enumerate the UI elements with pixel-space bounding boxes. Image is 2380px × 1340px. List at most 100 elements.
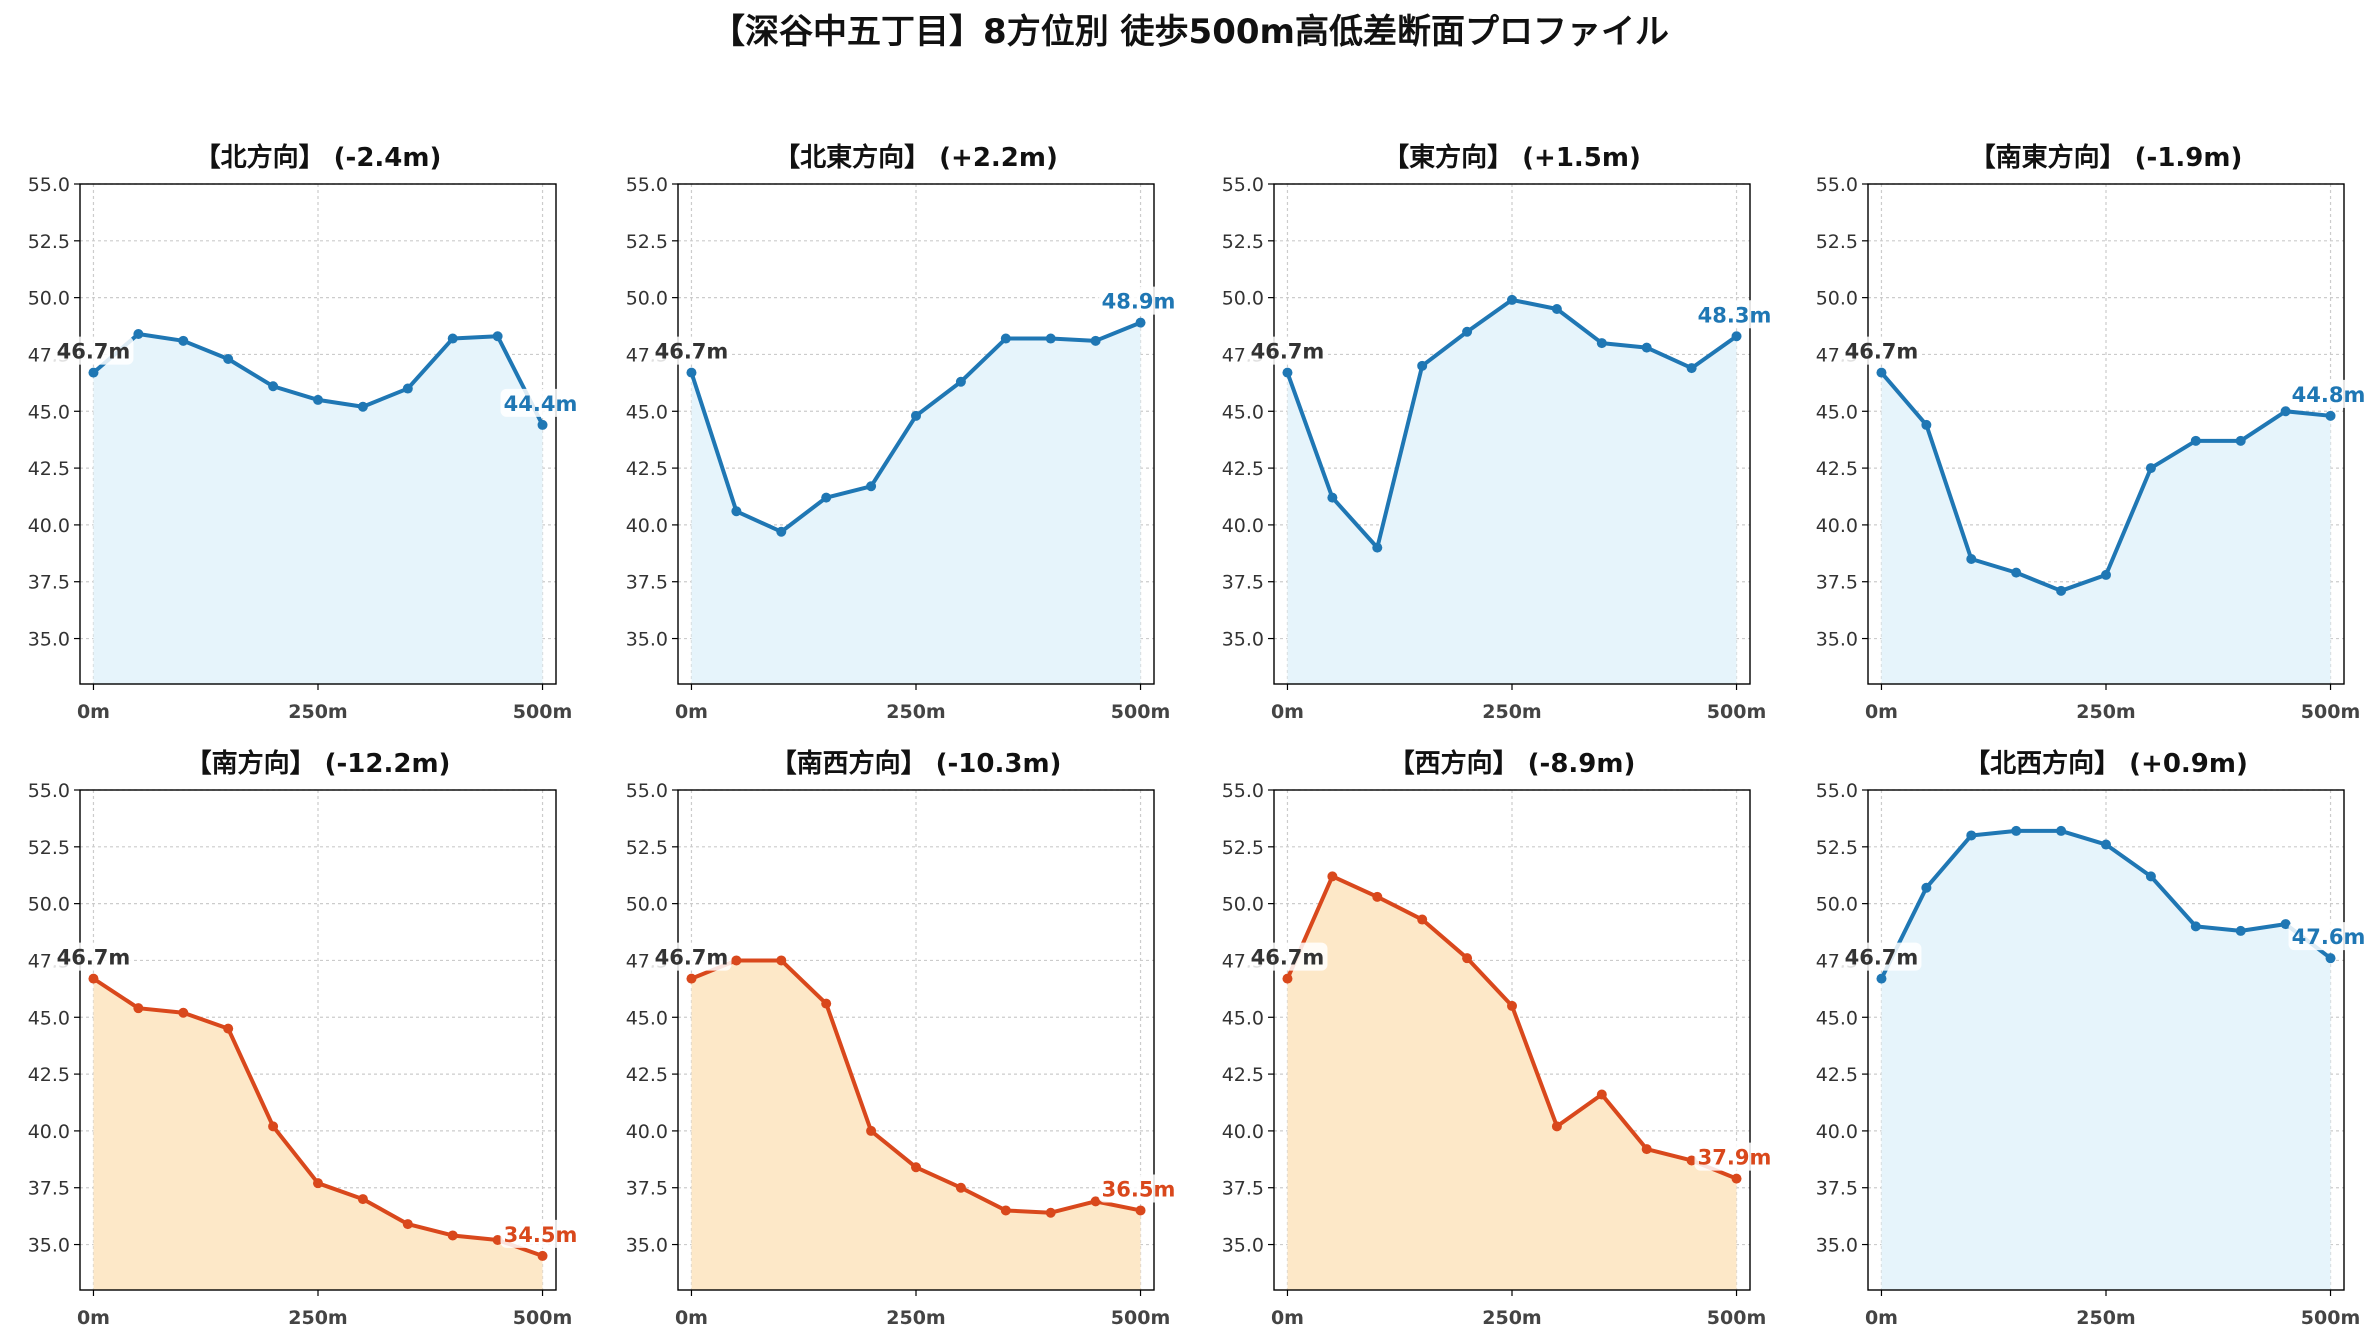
y-tick-label: 40.0 [1222, 1121, 1264, 1143]
data-point [2011, 567, 2022, 578]
data-point [821, 998, 832, 1009]
end-elevation-label: 48.3m [1698, 303, 1772, 327]
y-tick-label: 55.0 [1222, 780, 1264, 802]
start-elevation-label: 46.7m [655, 340, 729, 364]
x-tick-label: 0m [77, 701, 110, 723]
data-point [313, 1178, 323, 1189]
y-tick-label: 35.0 [1816, 1235, 1858, 1257]
data-point [866, 1125, 877, 1136]
data-point [776, 526, 787, 537]
y-tick-label: 55.0 [1222, 174, 1264, 196]
data-point [1462, 326, 1473, 337]
data-point [1921, 419, 1932, 430]
profile-panel: 【北東方向】 (+2.2m)35.037.540.042.545.047.550… [626, 142, 1179, 723]
y-tick-label: 40.0 [28, 515, 70, 537]
start-elevation-label: 46.7m [1845, 340, 1919, 364]
start-label-box [53, 942, 134, 971]
y-tick-label: 37.5 [1222, 572, 1264, 594]
y-tick-label: 50.0 [626, 288, 668, 310]
axes-frame [1273, 183, 1751, 685]
y-tick-label: 52.5 [626, 231, 668, 253]
profile-panel: 【東方向】 (+1.5m)35.037.540.042.545.047.550.… [1222, 142, 1775, 723]
data-point [178, 1007, 189, 1018]
data-point [1686, 363, 1697, 374]
data-point [537, 419, 548, 430]
data-point [2325, 953, 2336, 964]
x-tick-label: 0m [1865, 1307, 1898, 1329]
x-tick-label: 0m [675, 1307, 708, 1329]
data-point [447, 1230, 458, 1241]
y-tick-label: 55.0 [626, 174, 668, 196]
y-tick-label: 42.5 [1816, 1064, 1858, 1086]
x-tick-label: 250m [288, 701, 347, 723]
y-tick-label: 40.0 [1816, 1121, 1858, 1143]
x-tick-label: 500m [2301, 1307, 2360, 1329]
y-tick-label: 52.5 [28, 837, 70, 859]
y-tick-label: 50.0 [626, 894, 668, 916]
profile-panel: 【南西方向】 (-10.3m)35.037.540.042.545.047.55… [626, 748, 1179, 1329]
end-elevation-label: 36.5m [1102, 1177, 1176, 1201]
y-tick-label: 35.0 [28, 629, 70, 651]
data-point [955, 376, 966, 387]
y-tick-label: 45.0 [1816, 1007, 1858, 1029]
end-label-box [500, 388, 581, 417]
data-point [2145, 871, 2156, 882]
y-tick-label: 35.0 [28, 1235, 70, 1257]
data-point [1327, 492, 1338, 503]
end-elevation-label: 34.5m [504, 1223, 578, 1247]
data-point [2325, 410, 2336, 421]
y-tick-label: 50.0 [1816, 288, 1858, 310]
data-point [2101, 569, 2111, 580]
x-tick-label: 0m [77, 1307, 110, 1329]
y-tick-label: 40.0 [626, 1121, 668, 1143]
end-elevation-label: 44.8m [2292, 383, 2366, 407]
data-point [686, 367, 697, 378]
start-label-box [1247, 336, 1328, 365]
x-tick-label: 250m [886, 701, 945, 723]
data-point [1417, 360, 1428, 371]
x-tick-label: 500m [513, 1307, 572, 1329]
data-point [866, 481, 877, 492]
profile-panel: 【南東方向】 (-1.9m)35.037.540.042.545.047.550… [1816, 142, 2369, 723]
y-tick-label: 50.0 [28, 894, 70, 916]
data-point [223, 354, 234, 364]
data-point [1090, 335, 1101, 346]
start-label-box [651, 336, 732, 365]
data-point [1045, 1207, 1056, 1218]
x-tick-label: 250m [1482, 701, 1541, 723]
y-tick-label: 37.5 [28, 1178, 70, 1200]
data-point [1596, 1089, 1607, 1100]
y-tick-label: 50.0 [1816, 894, 1858, 916]
start-label-box [1841, 942, 1922, 971]
data-point [492, 1235, 503, 1245]
data-point [1641, 1144, 1652, 1155]
y-tick-label: 55.0 [28, 780, 70, 802]
y-tick-label: 35.0 [626, 629, 668, 651]
x-tick-label: 500m [1707, 1307, 1766, 1329]
data-point [1000, 1205, 1011, 1216]
axes-frame [79, 789, 557, 1291]
data-point [447, 333, 458, 344]
x-tick-label: 250m [2076, 701, 2135, 723]
data-point [1731, 331, 1742, 342]
end-elevation-label: 48.9m [1102, 290, 1176, 314]
y-tick-label: 35.0 [1816, 629, 1858, 651]
y-tick-label: 45.0 [1222, 401, 1264, 423]
y-tick-label: 52.5 [1816, 231, 1858, 253]
y-tick-label: 55.0 [1816, 780, 1858, 802]
profile-panel: 【西方向】 (-8.9m)35.037.540.042.545.047.550.… [1222, 748, 1775, 1329]
end-label-box [500, 1219, 581, 1248]
start-elevation-label: 46.7m [57, 946, 131, 970]
x-tick-label: 500m [2301, 701, 2360, 723]
panel-title: 【北西方向】 (+0.9m) [1964, 748, 2248, 779]
y-tick-label: 45.0 [1222, 1007, 1264, 1029]
y-tick-label: 45.0 [28, 1007, 70, 1029]
start-label-box [1841, 336, 1922, 365]
y-tick-label: 40.0 [626, 515, 668, 537]
data-point [955, 1182, 966, 1193]
data-point [1090, 1196, 1101, 1207]
start-label-box [651, 942, 732, 971]
data-point [2145, 463, 2156, 474]
y-tick-label: 35.0 [1222, 1235, 1264, 1257]
elevation-area [691, 960, 1141, 1290]
